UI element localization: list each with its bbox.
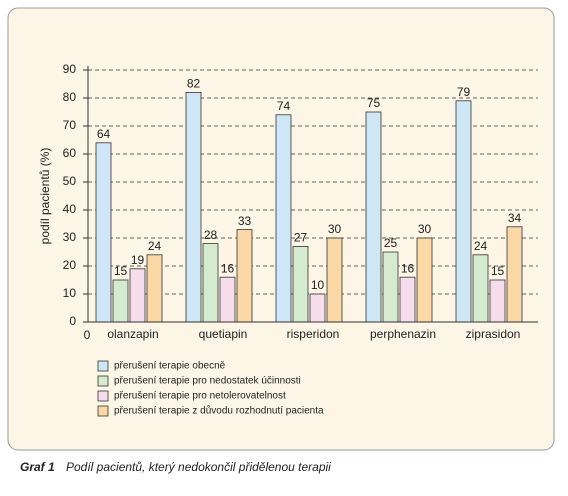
y-tick-label: 60: [63, 146, 77, 160]
value-label: 75: [367, 96, 381, 110]
value-label: 19: [131, 253, 145, 267]
y-tick-label: 50: [63, 174, 77, 188]
legend-swatch: [97, 405, 109, 417]
legend-label: přerušení terapie z důvodu rozhodnutí pa…: [114, 405, 324, 417]
bar: [95, 142, 112, 323]
caption-text: Podíl pacientů, který nedokončil přiděle…: [66, 460, 331, 474]
x-tick-label: quetiapin: [199, 327, 248, 341]
bar: [185, 92, 202, 323]
value-label: 16: [221, 261, 235, 275]
x-origin-label: 0: [84, 328, 91, 342]
y-tick-label: 90: [63, 62, 77, 76]
legend-swatch: [97, 390, 109, 402]
bar: [309, 293, 326, 323]
x-tick-label: risperidon: [287, 327, 340, 341]
value-label: 25: [384, 236, 398, 250]
y-axis-label: podíl pacientů (%): [38, 148, 52, 245]
legend-label: přerušení terapie pro netolerovatelnost: [114, 391, 286, 402]
y-tick-label: 30: [63, 230, 77, 244]
value-label: 82: [187, 77, 201, 91]
y-tick-label: 10: [63, 286, 77, 300]
bar: [275, 114, 292, 323]
value-label: 30: [328, 222, 342, 236]
y-tick-label: 20: [63, 258, 77, 272]
value-label: 79: [457, 85, 471, 99]
bar: [219, 276, 236, 323]
bar: [292, 245, 309, 323]
legend-label: přerušení terapie obecně: [114, 361, 226, 372]
value-label: 10: [311, 278, 325, 292]
bar: [365, 111, 382, 323]
y-tick-label: 80: [63, 90, 77, 104]
bar: [326, 237, 343, 323]
x-tick-label: olanzapin: [107, 327, 158, 341]
bar: [202, 243, 219, 323]
bar: [455, 100, 472, 323]
bar: [506, 226, 523, 323]
legend-swatch: [97, 375, 109, 387]
value-label: 30: [418, 222, 432, 236]
value-label: 33: [238, 214, 252, 228]
y-tick-label: 0: [69, 314, 76, 328]
value-label: 74: [277, 99, 291, 113]
value-label: 16: [401, 261, 415, 275]
value-label: 24: [474, 239, 488, 253]
x-tick-label: ziprasidon: [466, 327, 521, 341]
value-label: 34: [508, 211, 522, 225]
value-label: 24: [148, 239, 162, 253]
bar: [489, 279, 506, 323]
value-label: 15: [491, 264, 505, 278]
bar: [236, 229, 253, 323]
bar: [416, 237, 433, 323]
bar: [399, 276, 416, 323]
caption-label: Graf 1: [20, 460, 55, 474]
y-tick-label: 40: [63, 202, 77, 216]
x-tick-label: perphenazin: [370, 327, 436, 341]
bar: [112, 279, 129, 323]
value-label: 15: [114, 264, 128, 278]
bar: [472, 254, 489, 323]
bar: [129, 268, 146, 323]
y-tick-label: 70: [63, 118, 77, 132]
value-label: 64: [97, 127, 111, 141]
legend-label: přerušení terapie pro nedostatek účinnos…: [114, 376, 301, 387]
value-label: 27: [294, 231, 308, 245]
bar: [146, 254, 163, 323]
bar: [382, 251, 399, 323]
legend-swatch: [97, 360, 109, 372]
value-label: 28: [204, 228, 218, 242]
